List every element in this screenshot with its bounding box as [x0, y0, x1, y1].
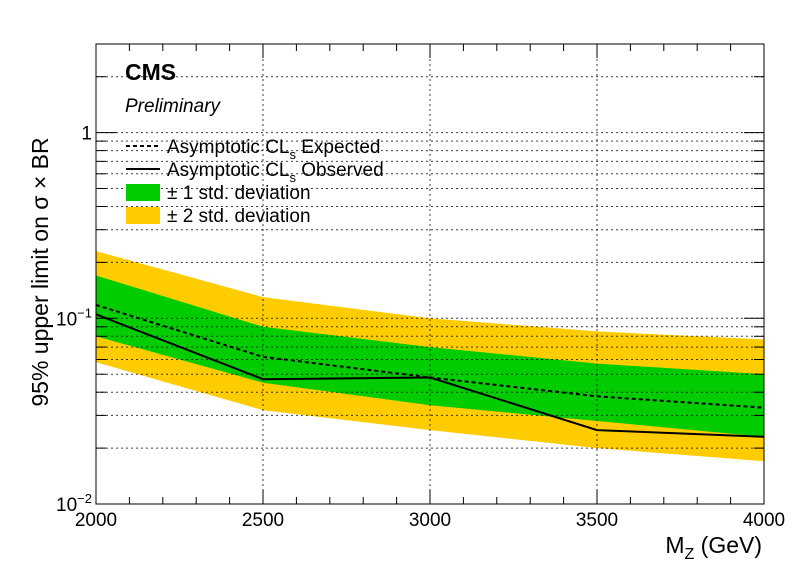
x-tick-label-4000: 4000 [743, 510, 785, 531]
x-tick-label-2000: 2000 [75, 510, 117, 531]
y-tick-label-exponent: −2 [77, 491, 92, 506]
x-axis-title-unit: (GeV) [694, 532, 762, 558]
legend-label-4: ± 2 std. deviation [167, 206, 311, 227]
legend-label-1: Asymptotic CLs Expected [167, 137, 380, 162]
y-tick-label-exponent: −1 [77, 305, 92, 320]
legend-label-main: Asymptotic CL [167, 160, 289, 181]
x-axis-title-sub: Z [684, 546, 694, 563]
y-axis-title: 95% upper limit on σ × BR [27, 137, 53, 406]
legend-label-3: ± 1 std. deviation [167, 183, 311, 204]
lines-group [95, 303, 765, 438]
experiment-label: CMS [125, 59, 176, 85]
y-tick-label-3: 1 [81, 124, 92, 145]
y-tick-label-base: 10 [56, 309, 77, 330]
status-label: Preliminary [125, 96, 222, 117]
legend-label-tail: Expected [296, 137, 381, 158]
y-tick-label-base: 1 [81, 124, 92, 145]
grid-group [96, 43, 764, 504]
x-axis-title: MZ (GeV) [665, 532, 762, 563]
legend-label-tail: Observed [296, 160, 384, 181]
y-tick-label-1: 10−2 [56, 491, 92, 516]
x-tick-label-3500: 3500 [576, 510, 618, 531]
legend-label-main: ± 1 std. deviation [167, 183, 311, 204]
x-axis-title-main: M [665, 532, 684, 558]
legend-swatch-4 [126, 207, 160, 224]
ticks-group [95, 43, 765, 505]
legend-label-main: Asymptotic CL [167, 137, 289, 158]
y-tick-label-2: 10−1 [56, 305, 92, 330]
legend-label-2: Asymptotic CLs Observed [167, 160, 384, 185]
legend-swatch-3 [126, 184, 160, 201]
legend-label-sub: s [289, 170, 296, 185]
x-tick-label-3000: 3000 [409, 510, 451, 531]
legend-label-main: ± 2 std. deviation [167, 206, 311, 227]
series-line-observed [95, 313, 765, 438]
legend-label-sub: s [289, 147, 296, 162]
x-tick-label-2500: 2500 [242, 510, 284, 531]
y-tick-label-base: 10 [56, 495, 77, 516]
